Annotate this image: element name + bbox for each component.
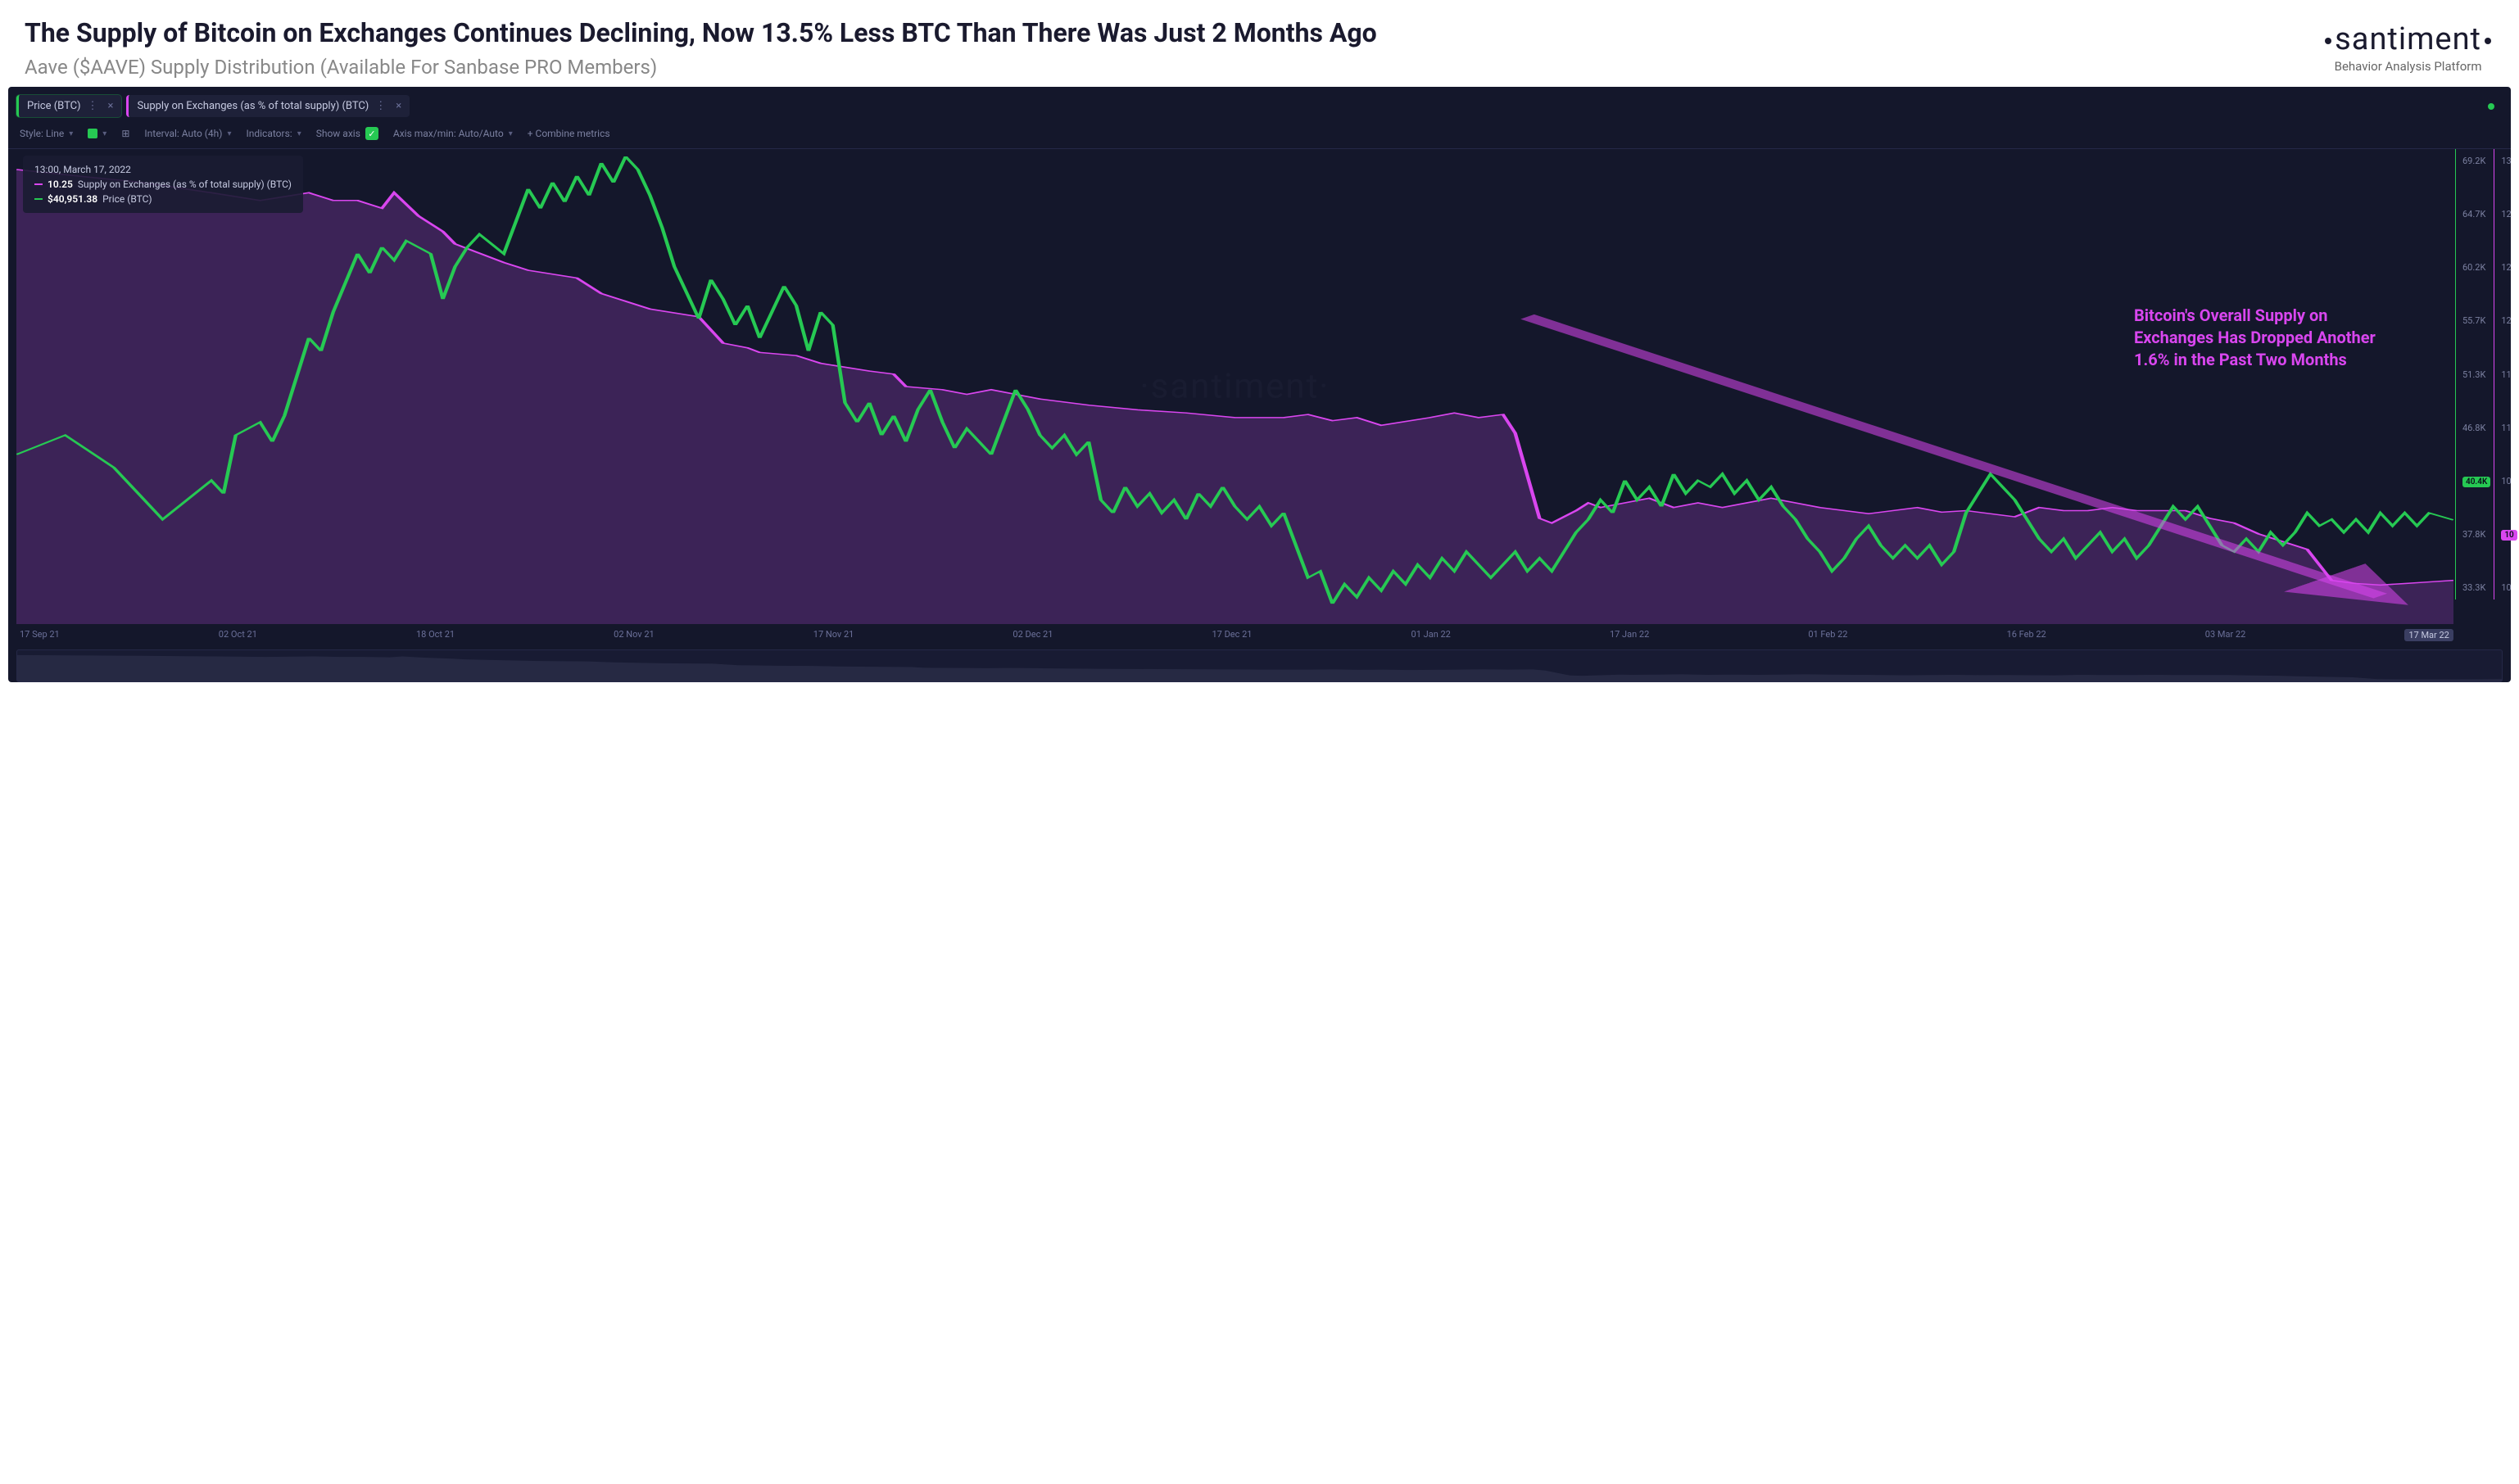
- swatch-icon: [34, 198, 43, 200]
- x-tick: 02 Oct 21: [219, 629, 257, 641]
- x-tick: 02 Nov 21: [614, 629, 655, 641]
- color-swatch[interactable]: ▾: [88, 129, 106, 138]
- combine-metrics-button[interactable]: + Combine metrics: [528, 128, 610, 139]
- brand-logo: santiment Behavior Analysis Platform: [2322, 16, 2494, 74]
- show-axis-toggle[interactable]: Show axis ✓: [316, 127, 378, 140]
- x-tick: 16 Feb 22: [2007, 629, 2046, 641]
- chip-price[interactable]: Price (BTC) ⋮ ×: [16, 95, 121, 117]
- chip-menu-icon[interactable]: ⋮: [87, 100, 97, 112]
- indicators-selector[interactable]: Indicators: ▾: [246, 128, 301, 139]
- x-tick: 17 Sep 21: [20, 629, 60, 641]
- x-tick: 01 Jan 22: [1411, 629, 1451, 641]
- x-tick: 17 Jan 22: [1610, 629, 1649, 641]
- interval-selector[interactable]: Interval: Auto (4h) ▾: [144, 128, 231, 139]
- chip-menu-icon[interactable]: ⋮: [375, 100, 386, 112]
- chart-tooltip: 13:00, March 17, 2022 10.25 Supply on Ex…: [23, 156, 303, 213]
- chip-supply[interactable]: Supply on Exchanges (as % of total suppl…: [126, 95, 410, 117]
- header: The Supply of Bitcoin on Exchanges Conti…: [0, 0, 2519, 87]
- axis-minmax-selector[interactable]: Axis max/min: Auto/Auto ▾: [393, 128, 513, 139]
- x-tick: 17 Nov 21: [813, 629, 854, 641]
- candle-icon[interactable]: ⊞: [121, 128, 129, 139]
- chart-annotation: Bitcoin's Overall Supply on Exchanges Ha…: [2134, 305, 2380, 371]
- page-subtitle: Aave ($AAVE) Supply Distribution (Availa…: [25, 56, 2322, 79]
- chart-toolbar: Style: Line ▾ ▾ ⊞ Interval: Auto (4h) ▾ …: [8, 122, 2511, 149]
- chip-close-icon[interactable]: ×: [107, 100, 113, 112]
- y-axis-right: 69.2K64.7K60.2K55.7K51.3K46.8K40.4K37.8K…: [2455, 149, 2511, 599]
- y-axis-supply: 131212121111101010: [2494, 149, 2519, 599]
- x-tick: 01 Feb 22: [1808, 629, 1847, 641]
- x-tick: 17 Dec 21: [1212, 629, 1252, 641]
- x-tick: 02 Dec 21: [1013, 629, 1053, 641]
- swatch-icon: [34, 183, 43, 185]
- chart-plot[interactable]: ·santiment· 13:00, March 17, 2022 10.25 …: [16, 149, 2453, 624]
- x-tick: 17 Mar 22: [2404, 629, 2453, 641]
- page-title: The Supply of Bitcoin on Exchanges Conti…: [25, 16, 2322, 49]
- chart-panel: Price (BTC) ⋮ × Supply on Exchanges (as …: [8, 87, 2511, 682]
- tooltip-timestamp: 13:00, March 17, 2022: [34, 164, 292, 175]
- mini-chart[interactable]: [16, 649, 2503, 682]
- style-selector[interactable]: Style: Line ▾: [20, 128, 73, 139]
- brand-tagline: Behavior Analysis Platform: [2322, 59, 2494, 74]
- x-tick: 18 Oct 21: [416, 629, 455, 641]
- chip-close-icon[interactable]: ×: [396, 100, 401, 112]
- status-indicator-icon: [2488, 103, 2494, 110]
- x-axis: 17 Sep 21 02 Oct 21 18 Oct 21 02 Nov 21 17 N…: [8, 624, 2511, 646]
- metric-chips: Price (BTC) ⋮ × Supply on Exchanges (as …: [8, 87, 2511, 122]
- y-axis-price: 69.2K64.7K60.2K55.7K51.3K46.8K40.4K37.8K…: [2455, 149, 2494, 599]
- x-tick: 03 Mar 22: [2205, 629, 2246, 641]
